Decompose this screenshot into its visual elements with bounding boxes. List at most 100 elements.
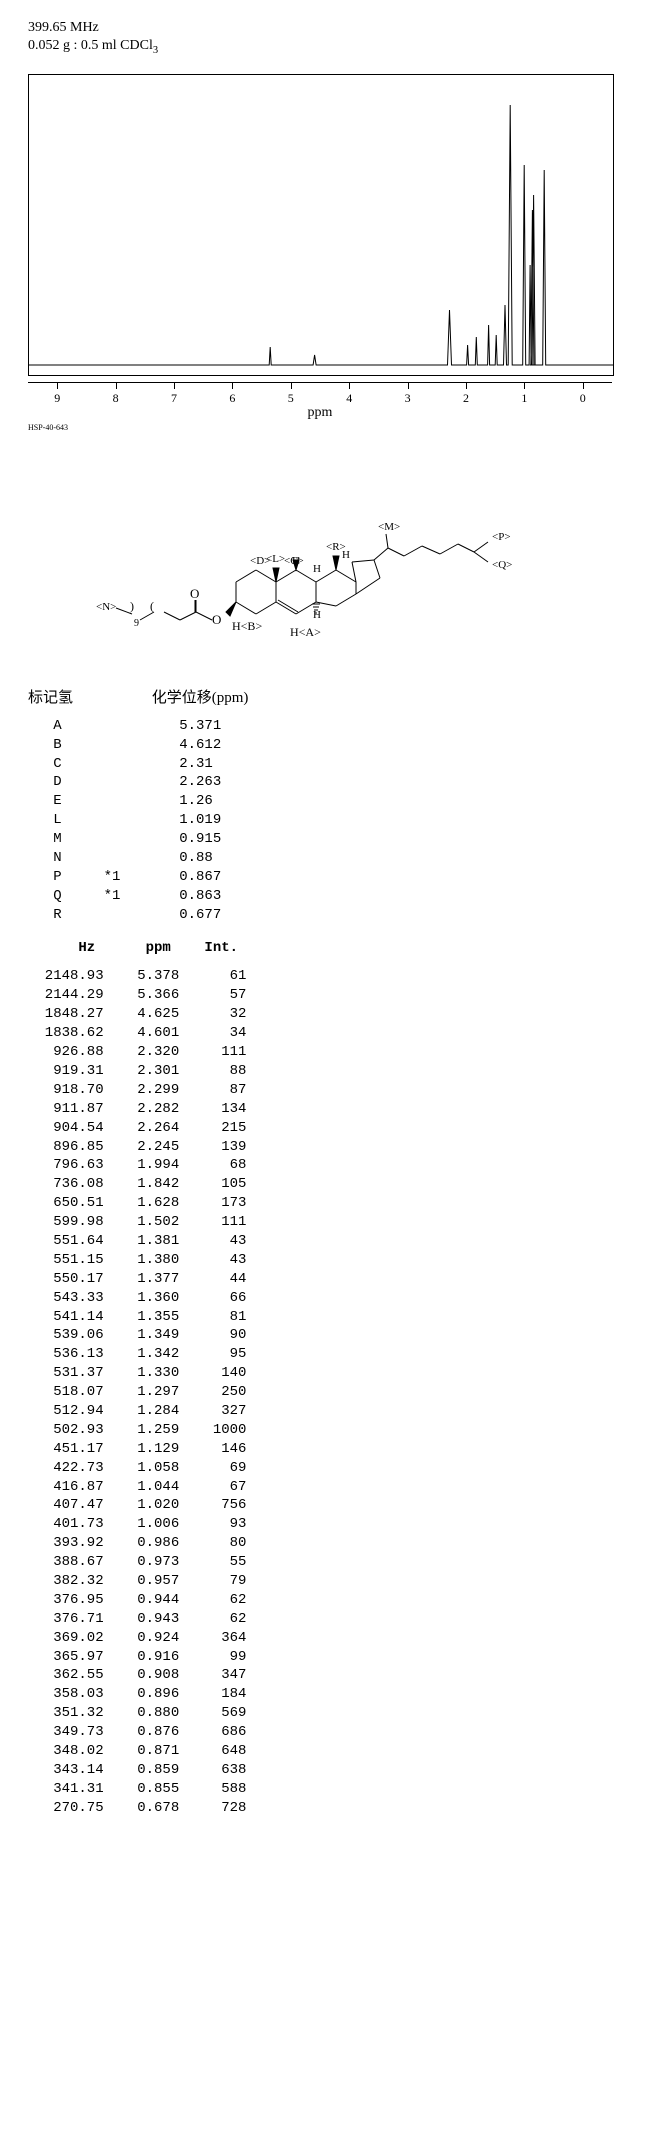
svg-text:O: O <box>190 586 199 601</box>
peak-row: 2144.29 5.366 57 <box>28 986 624 1005</box>
assignment-row: Q *1 0.863 <box>28 887 624 906</box>
assignment-row: M 0.915 <box>28 830 624 849</box>
peak-row: 896.85 2.245 139 <box>28 1138 624 1157</box>
svg-text:<Q>: <Q> <box>492 559 512 571</box>
peak-row: 551.64 1.381 43 <box>28 1232 624 1251</box>
peak-row: 531.37 1.330 140 <box>28 1364 624 1383</box>
svg-text:H: H <box>313 609 321 621</box>
peak-row: 376.95 0.944 62 <box>28 1591 624 1610</box>
peak-row: 796.63 1.994 68 <box>28 1156 624 1175</box>
peak-row: 358.03 0.896 184 <box>28 1685 624 1704</box>
peak-row: 451.17 1.129 146 <box>28 1440 624 1459</box>
peaktable-header: Hz ppm Int. <box>28 939 624 958</box>
svg-text:H<B>: H<B> <box>232 619 262 633</box>
peak-row: 416.87 1.044 67 <box>28 1478 624 1497</box>
peak-row: 512.94 1.284 327 <box>28 1402 624 1421</box>
assignment-row: E 1.26 <box>28 792 624 811</box>
peak-row: 393.92 0.986 80 <box>28 1534 624 1553</box>
axis-tick-label: 3 <box>405 391 411 406</box>
peak-row: 736.08 1.842 105 <box>28 1175 624 1194</box>
peak-row: 382.32 0.957 79 <box>28 1572 624 1591</box>
peak-row: 599.98 1.502 111 <box>28 1213 624 1232</box>
peak-row: 369.02 0.924 364 <box>28 1629 624 1648</box>
peak-row: 351.32 0.880 569 <box>28 1704 624 1723</box>
axis-title: ppm <box>28 405 612 421</box>
axis-tick <box>349 383 350 389</box>
svg-text:<M>: <M> <box>378 521 400 533</box>
assign-col1-title: 标记氢 <box>28 686 148 707</box>
axis-tick-label: 0 <box>580 391 586 406</box>
peak-row: 650.51 1.628 173 <box>28 1194 624 1213</box>
peak-row: 550.17 1.377 44 <box>28 1270 624 1289</box>
peak-row: 551.15 1.380 43 <box>28 1251 624 1270</box>
peak-row: 926.88 2.320 111 <box>28 1043 624 1062</box>
axis-line <box>28 382 612 391</box>
svg-text:<D>: <D> <box>250 555 270 567</box>
peak-row: 2148.93 5.378 61 <box>28 967 624 986</box>
peak-row: 536.13 1.342 95 <box>28 1345 624 1364</box>
peak-row: 422.73 1.058 69 <box>28 1459 624 1478</box>
svg-text:9: 9 <box>134 618 139 629</box>
peak-row: 541.14 1.355 81 <box>28 1308 624 1327</box>
molecule-structure: HHHH<M><L><R><P><Q>OO()9<N><D><C>H<B>H<A… <box>66 452 586 672</box>
peak-row: 918.70 2.299 87 <box>28 1081 624 1100</box>
assignment-row: P *1 0.867 <box>28 868 624 887</box>
header-freq: 399.65 MHz <box>28 20 624 36</box>
assignment-row: A 5.371 <box>28 717 624 736</box>
assignment-row: C 2.31 <box>28 755 624 774</box>
svg-text:<C>: <C> <box>284 555 304 567</box>
peaktable-rows: 2148.93 5.378 61 2144.29 5.366 57 1848.2… <box>28 967 624 1817</box>
axis-tick-label: 6 <box>229 391 235 406</box>
peak-row: 401.73 1.006 93 <box>28 1515 624 1534</box>
peak-row: 376.71 0.943 62 <box>28 1610 624 1629</box>
peak-row: 349.73 0.876 686 <box>28 1723 624 1742</box>
peak-row: 348.02 0.871 648 <box>28 1742 624 1761</box>
peak-row: 502.93 1.259 1000 <box>28 1421 624 1440</box>
peak-row: 1838.62 4.601 34 <box>28 1024 624 1043</box>
axis-tick <box>57 383 58 389</box>
axis-tick <box>524 383 525 389</box>
peak-row: 539.06 1.349 90 <box>28 1326 624 1345</box>
axis-tick-label: 1 <box>521 391 527 406</box>
axis-tick-label: 5 <box>288 391 294 406</box>
axis-tick-label: 7 <box>171 391 177 406</box>
axis-tick <box>174 383 175 389</box>
axis-tick-label: 4 <box>346 391 352 406</box>
peak-row: 362.55 0.908 347 <box>28 1666 624 1685</box>
peak-row: 543.33 1.360 66 <box>28 1289 624 1308</box>
axis-tick-labels: 9 8 7 6 5 4 3 2 1 0 <box>28 391 612 407</box>
axis-tick-label: 2 <box>463 391 469 406</box>
header-sample-sub: 3 <box>153 45 158 56</box>
assignment-row: N 0.88 <box>28 849 624 868</box>
axis-tick <box>583 383 584 389</box>
assignment-row: L 1.019 <box>28 811 624 830</box>
svg-text:O: O <box>212 612 221 627</box>
peak-row: 388.67 0.973 55 <box>28 1553 624 1572</box>
peak-row: 911.87 2.282 134 <box>28 1100 624 1119</box>
spectrum-panel: 9 8 7 6 5 4 3 2 1 0 ppm HSP-40-643 <box>28 74 624 432</box>
axis-tick-label: 9 <box>54 391 60 406</box>
peak-row: 365.97 0.916 99 <box>28 1648 624 1667</box>
peak-row: 1848.27 4.625 32 <box>28 1005 624 1024</box>
peak-row: 341.31 0.855 588 <box>28 1780 624 1799</box>
axis-tick <box>291 383 292 389</box>
header-sample-prefix: 0.052 g : 0.5 ml CDCl <box>28 38 153 53</box>
peak-row: 270.75 0.678 728 <box>28 1799 624 1818</box>
svg-text:H<A>: H<A> <box>290 625 321 639</box>
molecule-svg: HHHH<M><L><R><P><Q>OO()9<N><D><C>H<B>H<A… <box>66 452 586 672</box>
svg-text:H: H <box>313 563 321 575</box>
header-sample: 0.052 g : 0.5 ml CDCl3 <box>28 38 624 56</box>
assign-col2-title: 化学位移(ppm) <box>152 686 249 707</box>
assignment-row: B 4.612 <box>28 736 624 755</box>
svg-text:<R>: <R> <box>326 541 346 553</box>
peak-row: 518.07 1.297 250 <box>28 1383 624 1402</box>
axis-tick <box>408 383 409 389</box>
spectrum-id-label: HSP-40-643 <box>28 423 624 432</box>
axis-tick-label: 8 <box>113 391 119 406</box>
axis-tick <box>466 383 467 389</box>
peak-row: 407.47 1.020 756 <box>28 1496 624 1515</box>
svg-text:<N>: <N> <box>96 601 116 613</box>
peak-row: 919.31 2.301 88 <box>28 1062 624 1081</box>
assignment-row: R 0.677 <box>28 906 624 925</box>
spectrum-axis: 9 8 7 6 5 4 3 2 1 0 ppm <box>28 382 612 421</box>
